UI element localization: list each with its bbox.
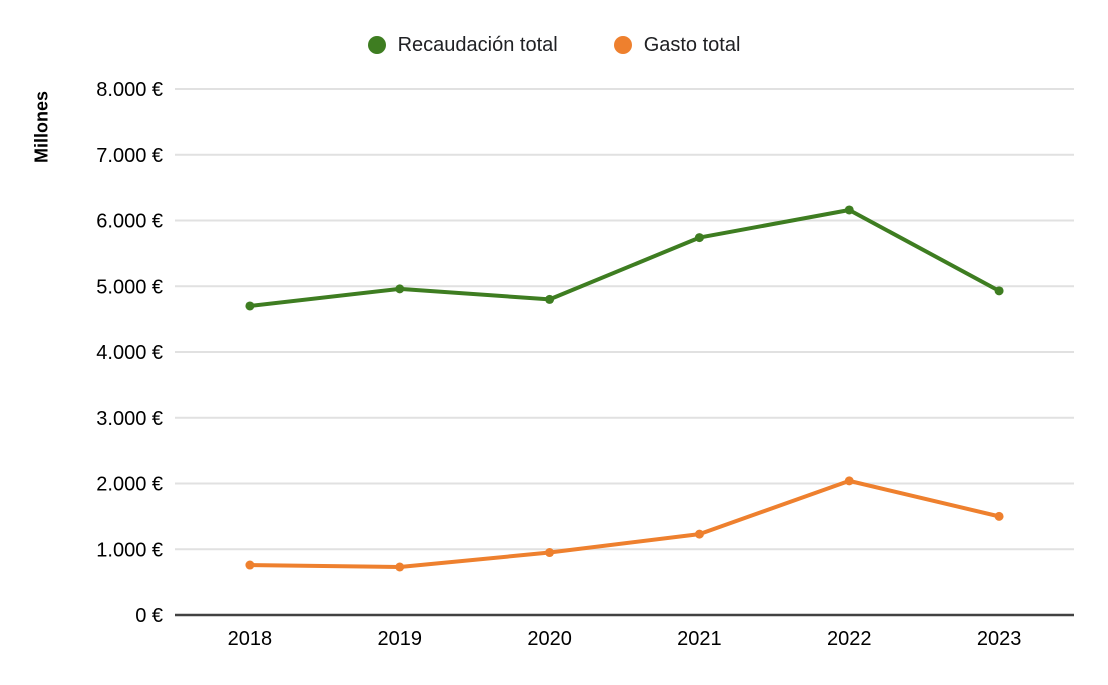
legend-swatch-recaudacion-icon — [367, 36, 386, 54]
data-point — [245, 301, 255, 311]
x-tick-label: 2020 — [527, 628, 572, 650]
data-point — [994, 286, 1004, 296]
data-point — [545, 294, 555, 304]
data-point — [844, 205, 854, 215]
x-tick-label: 2023 — [977, 628, 1022, 650]
legend-label-gasto: Gasto total — [643, 33, 741, 56]
series-line — [247, 478, 1002, 570]
data-point — [395, 562, 405, 572]
data-point — [694, 529, 704, 539]
legend: Recaudación total Gasto total — [0, 28, 1108, 62]
y-tick-label: 0 € — [135, 605, 163, 627]
legend-swatch-gasto-icon — [613, 36, 632, 54]
data-point — [844, 476, 854, 486]
data-point — [694, 233, 704, 243]
y-tick-label: 6.000 € — [96, 211, 163, 233]
data-point — [994, 511, 1004, 521]
y-tick-label: 2.000 € — [96, 474, 163, 496]
y-tick-label: 3.000 € — [96, 408, 163, 430]
y-tick-label: 7.000 € — [96, 145, 163, 167]
y-tick-label: 4.000 € — [96, 342, 163, 364]
series-line — [247, 207, 1002, 308]
legend-label-recaudacion: Recaudación total — [397, 33, 558, 56]
legend-item-gasto-total: Gasto total — [613, 33, 741, 57]
x-tick-label: 2019 — [378, 628, 423, 650]
x-tick-label: 2022 — [827, 628, 872, 650]
y-axis-title: Millones — [31, 90, 52, 164]
x-tick-label: 2021 — [677, 628, 722, 650]
legend-item-recaudacion-total: Recaudación total — [367, 33, 558, 57]
data-point — [245, 560, 255, 570]
y-tick-label: 5.000 € — [96, 276, 163, 298]
x-tick-label: 2018 — [228, 628, 273, 650]
data-point — [395, 284, 405, 294]
y-tick-label: 8.000 € — [96, 79, 163, 101]
data-point — [545, 548, 555, 558]
y-tick-label: 1.000 € — [96, 539, 163, 561]
